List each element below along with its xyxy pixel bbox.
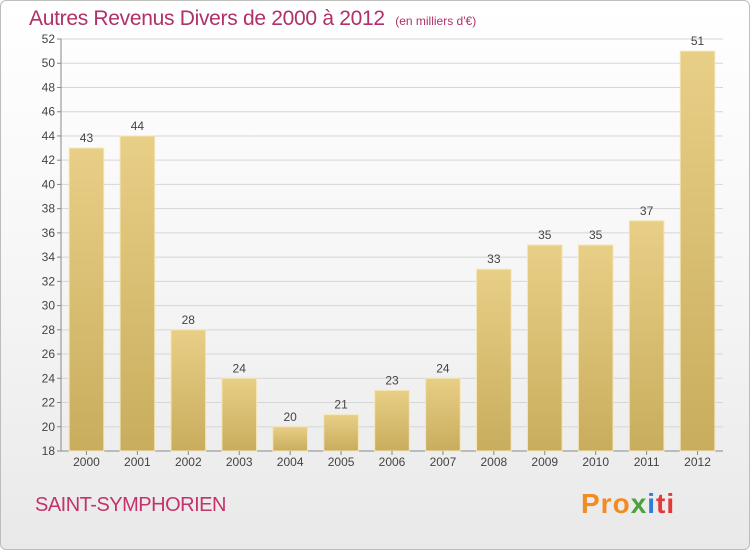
bar bbox=[577, 244, 614, 452]
y-tick-label: 28 bbox=[42, 323, 56, 337]
x-tick-label: 2009 bbox=[531, 455, 558, 469]
logo-part-4: ti bbox=[656, 488, 676, 519]
bar bbox=[425, 377, 461, 452]
data-label: 28 bbox=[182, 313, 196, 327]
y-tick-label: 50 bbox=[42, 56, 56, 70]
bar bbox=[170, 329, 207, 452]
bar bbox=[221, 377, 258, 452]
y-tick-label: 18 bbox=[42, 444, 56, 458]
data-label: 24 bbox=[233, 361, 247, 375]
x-tick-label: 2002 bbox=[175, 455, 202, 469]
chart-title: Autres Revenus Divers de 2000 à 2012 bbox=[29, 7, 385, 30]
logo-part-3: i bbox=[647, 488, 657, 519]
data-label: 23 bbox=[385, 373, 399, 387]
y-tick-label: 52 bbox=[42, 32, 56, 46]
x-tick-label: 2005 bbox=[328, 455, 355, 469]
bar bbox=[68, 147, 105, 452]
y-tick-label: 26 bbox=[42, 347, 56, 361]
data-label: 33 bbox=[487, 252, 501, 266]
chart-subtitle: (en milliers d'€) bbox=[395, 14, 477, 28]
location-label: SAINT-SYMPHORIEN bbox=[35, 494, 226, 516]
y-tick-label: 32 bbox=[42, 274, 56, 288]
data-label: 51 bbox=[691, 34, 705, 48]
x-tick-label: 2000 bbox=[73, 455, 100, 469]
bar bbox=[679, 50, 716, 452]
x-tick-label: 2012 bbox=[684, 455, 711, 469]
y-tick-label: 46 bbox=[42, 105, 56, 119]
data-label: 20 bbox=[283, 410, 297, 424]
y-tick-label: 36 bbox=[42, 226, 56, 240]
y-tick-label: 38 bbox=[42, 202, 56, 216]
y-tick-label: 22 bbox=[42, 396, 56, 410]
x-tick-label: 2011 bbox=[634, 455, 660, 469]
y-tick-label: 42 bbox=[42, 153, 56, 167]
data-label: 24 bbox=[436, 361, 450, 375]
bar bbox=[476, 268, 512, 452]
data-label: 37 bbox=[640, 204, 654, 218]
chart-title-block: Autres Revenus Divers de 2000 à 2012 (en… bbox=[29, 7, 476, 31]
bar bbox=[119, 135, 156, 452]
y-tick-label: 48 bbox=[42, 80, 56, 94]
y-tick-label: 40 bbox=[42, 177, 56, 191]
x-tick-label: 2004 bbox=[277, 455, 304, 469]
data-label: 35 bbox=[589, 228, 603, 242]
proxiti-logo: Proxiti bbox=[581, 488, 675, 520]
bar bbox=[323, 414, 359, 452]
x-tick-label: 2010 bbox=[582, 455, 609, 469]
y-tick-label: 34 bbox=[42, 250, 56, 264]
logo-part-2: x bbox=[630, 488, 648, 519]
data-label: 43 bbox=[80, 131, 94, 145]
bar bbox=[628, 220, 665, 452]
x-tick-label: 2003 bbox=[226, 455, 253, 469]
logo-part-1: Pro bbox=[581, 488, 631, 519]
data-label: 44 bbox=[131, 119, 145, 133]
x-tick-label: 2006 bbox=[379, 455, 406, 469]
x-tick-label: 2001 bbox=[124, 455, 151, 469]
y-tick-label: 20 bbox=[42, 420, 56, 434]
bar bbox=[272, 426, 308, 452]
x-tick-label: 2008 bbox=[480, 455, 507, 469]
data-label: 21 bbox=[334, 398, 348, 412]
data-label: 35 bbox=[538, 228, 552, 242]
y-tick-label: 44 bbox=[42, 129, 56, 143]
y-tick-label: 24 bbox=[42, 371, 56, 385]
y-tick-label: 30 bbox=[42, 299, 56, 313]
bar bbox=[526, 244, 563, 452]
x-tick-label: 2007 bbox=[430, 455, 457, 469]
bar bbox=[374, 389, 410, 452]
